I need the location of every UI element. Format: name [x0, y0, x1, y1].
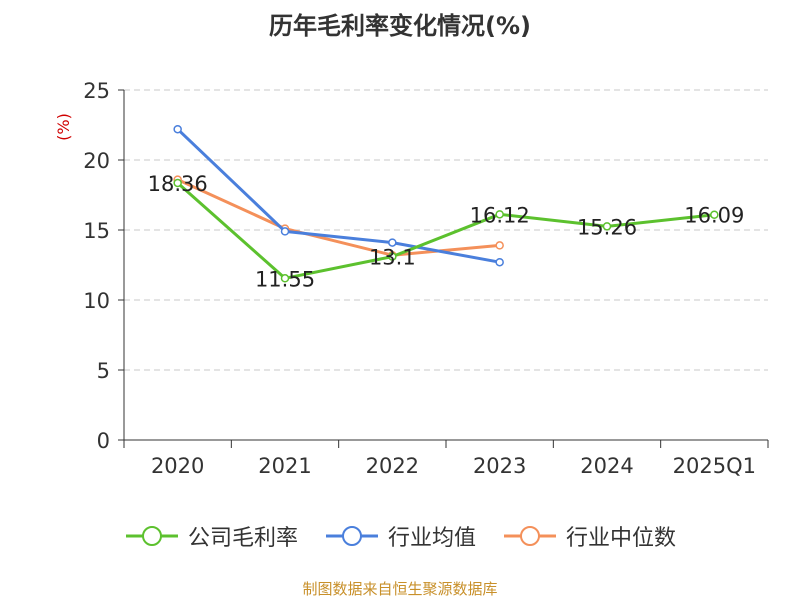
- data-point: [495, 241, 504, 250]
- y-tick-label: 10: [83, 289, 110, 313]
- x-tick-label: 2024: [580, 454, 633, 478]
- y-tick-label: 20: [83, 149, 110, 173]
- x-tick-label: 2023: [473, 454, 526, 478]
- series-line: [176, 181, 715, 280]
- data-point: [173, 178, 182, 188]
- source-note: 制图数据来自恒生聚源数据库: [302, 580, 498, 598]
- data-point: [710, 210, 719, 219]
- legend-label: 行业均值: [387, 526, 476, 551]
- y-tick-label: 0: [97, 429, 110, 453]
- data-point: [602, 222, 612, 231]
- chart-title: 历年毛利率变化情况(%): [269, 12, 531, 40]
- x-tick-label: 2025Q1: [673, 454, 756, 478]
- x-tick-label: 2022: [366, 454, 419, 478]
- data-point: [388, 238, 397, 247]
- chart-legend: 公司毛利率 行业均值 行业中位数: [0, 520, 800, 552]
- data-point: [173, 124, 182, 134]
- y-tick-label: 5: [97, 359, 110, 383]
- x-tick-label: 2021: [258, 454, 311, 478]
- data-label: 16.12: [470, 203, 530, 227]
- data-point: [495, 257, 504, 267]
- data-point: [388, 252, 397, 261]
- series-line: [177, 178, 500, 257]
- legend-item[interactable]: 行业中位数: [502, 520, 676, 552]
- y-tick-label: 15: [83, 219, 110, 243]
- series-line: [176, 128, 500, 264]
- x-tick-label: 2020: [151, 454, 204, 478]
- data-point: [280, 227, 290, 236]
- data-label: 16.09: [684, 204, 744, 228]
- data-label: 13.1: [369, 246, 416, 270]
- y-axis-label: (%): [54, 113, 73, 141]
- legend-item[interactable]: 行业均值: [324, 520, 476, 552]
- legend-marker-icon: [504, 526, 556, 546]
- legend-label: 行业中位数: [566, 526, 677, 551]
- data-label: 15.26: [577, 215, 637, 239]
- data-point: [495, 210, 504, 219]
- legend-marker-icon: [325, 526, 378, 546]
- data-point: [280, 274, 290, 283]
- y-tick-label: 25: [83, 79, 110, 103]
- legend-marker-icon: [125, 526, 178, 546]
- data-label: 18.36: [148, 172, 208, 196]
- legend-item[interactable]: 公司毛利率: [124, 520, 298, 552]
- data-label: 11.55: [255, 267, 315, 291]
- legend-label: 公司毛利率: [187, 526, 298, 551]
